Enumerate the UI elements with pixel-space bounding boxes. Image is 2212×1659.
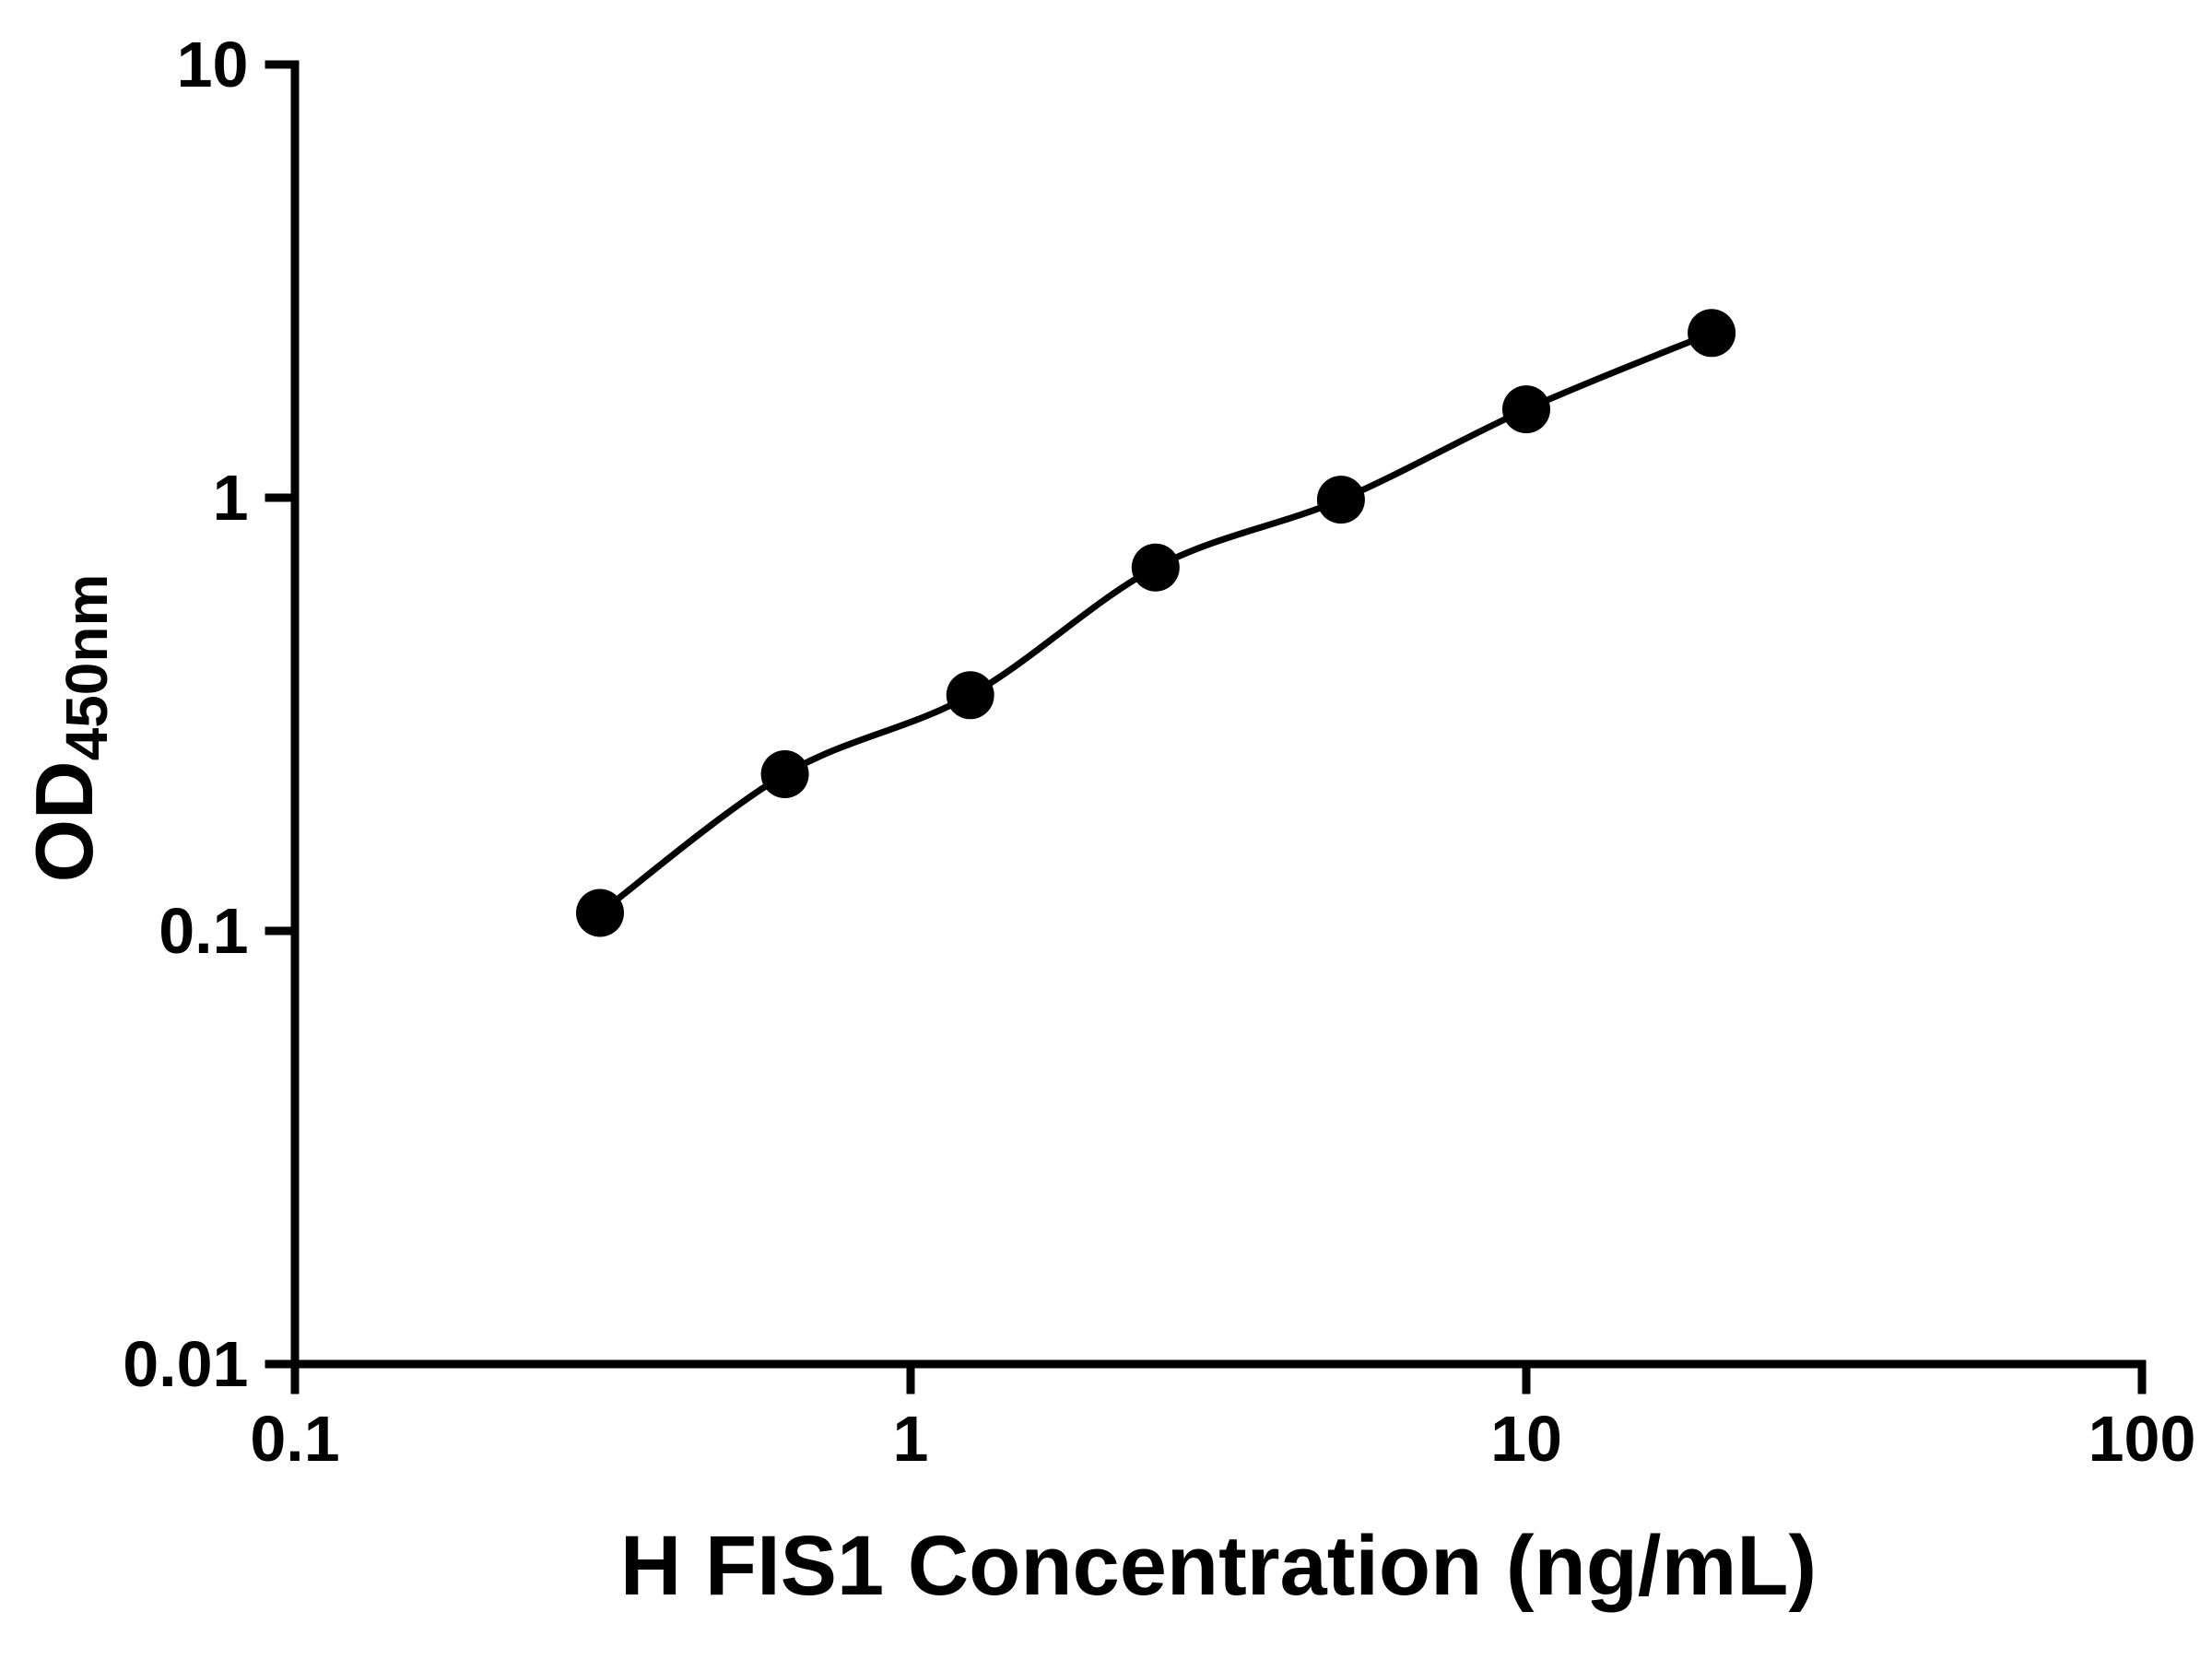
- y-axis-tick-label: 1: [213, 462, 249, 534]
- x-axis-title: H FIS1 Concentration (ng/mL): [620, 1519, 1817, 1613]
- y-axis-title: OD450nm: [18, 574, 120, 883]
- data-point-marker: [946, 671, 994, 720]
- data-point-marker: [1502, 385, 1550, 434]
- data-point-marker: [576, 888, 624, 937]
- data-point-marker: [1316, 476, 1365, 524]
- y-axis-tick-label: 0.01: [123, 1328, 248, 1400]
- data-point-marker: [760, 750, 809, 798]
- axis-spines: [290, 60, 2147, 1369]
- x-axis-tick-label: 10: [1490, 1403, 1562, 1475]
- x-axis-tick-label: 100: [2088, 1403, 2196, 1475]
- y-axis-tick-label: 0.1: [159, 895, 248, 967]
- data-point-marker: [1688, 309, 1736, 358]
- y-axis-title-subscript: 450nm: [53, 574, 120, 761]
- x-axis-tick-label: 0.1: [250, 1403, 339, 1475]
- data-point-marker: [1131, 543, 1180, 592]
- x-axis-tick-label: 1: [893, 1403, 929, 1475]
- y-axis-tick-label: 10: [177, 29, 249, 100]
- y-axis-title-base: OD: [18, 760, 110, 882]
